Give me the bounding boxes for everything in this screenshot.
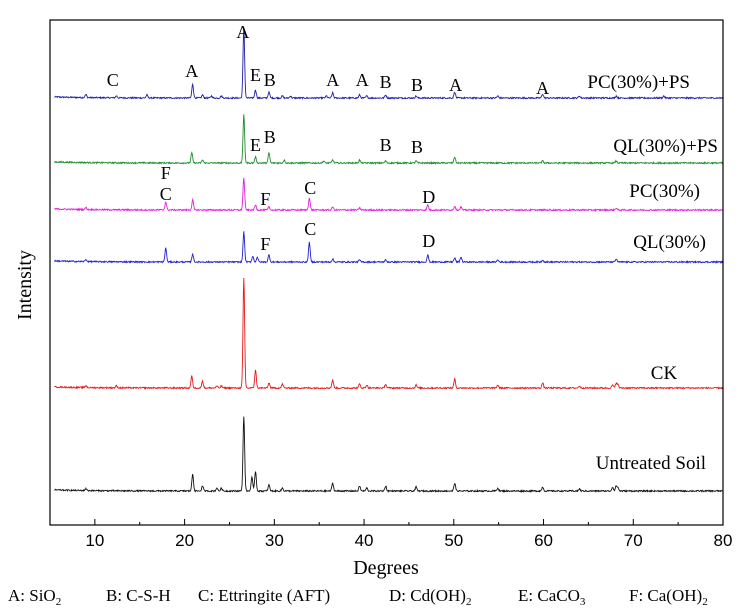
peak-label: A [185,61,198,81]
series-name: Untreated Soil [596,453,706,474]
plot-frame [49,19,724,526]
phase-code: E: CaCO [518,586,580,605]
phase-code: F: Ca(OH) [629,586,703,605]
peak-label: A [536,78,549,98]
peak-label: B [411,75,423,95]
x-tick-label: 50 [444,531,463,550]
phase-legend-item: F: Ca(OH)2 [629,586,708,608]
y-axis-label: Intensity [14,250,36,320]
x-tick-label: 20 [175,531,194,550]
peak-label: C [304,219,316,239]
series-name: PC(30%) [629,181,700,202]
series-line [54,277,724,391]
series-name: QL(30%)+PS [613,136,718,157]
peak-label: D [422,231,435,251]
x-tick-label: 40 [355,531,374,550]
series-line [54,114,724,165]
phase-code: D: Cd(OH) [389,586,466,605]
phase-subscript: 2 [702,596,708,608]
phase-legend-item: D: Cd(OH)2 [389,586,471,608]
peak-label: A [449,75,462,95]
peak-label: A [326,70,339,90]
peak-label: F [161,163,171,183]
phase-subscript: 2 [55,596,62,608]
series-line [54,177,724,213]
phase-legend: A: SiO2 B: C-S-H C: Ettringite (AFT) D: Cd(… [0,586,737,612]
phase-code: B: C-S-H [106,586,171,605]
phase-legend-item: B: C-S-H [106,586,171,606]
peak-label: C [160,184,172,204]
x-axis-label: Degrees [353,557,419,579]
peak-label: D [422,187,435,207]
series-line [54,28,724,101]
x-tick-label: 70 [624,531,643,550]
x-tick-label: 10 [85,531,104,550]
peak-label: B [264,70,276,90]
phase-legend-item: A: SiO2 [8,586,61,608]
series-name: QL(30%) [633,232,706,253]
peak-label: B [264,127,276,147]
x-tick-label: 80 [714,531,733,550]
peak-label: F [260,234,270,254]
peak-label: A [356,70,369,90]
x-tick-label: 30 [265,531,284,550]
series-name: CK [651,363,678,384]
series-name: PC(30%)+PS [587,72,690,93]
x-tick-label: 60 [534,531,553,550]
peak-label: E [250,65,261,85]
phase-subscript: 3 [579,596,586,608]
peak-label: F [260,189,270,209]
peak-label: B [380,72,392,92]
peak-label: B [411,137,423,157]
series-line [54,231,724,265]
series-names: PC(30%)+PS QL(30%)+PS PC(30%) QL(30%) CK Untr… [587,72,718,474]
series-line [54,416,724,494]
peak-label: E [250,135,261,155]
peak-label: B [380,135,392,155]
peak-label: A [236,22,249,42]
peak-label: C [304,178,316,198]
plot-lines [54,28,724,494]
peak-label: C [107,70,119,90]
phase-code: A: SiO [8,586,56,605]
phase-code: C: Ettringite (AFT) [198,586,331,605]
phase-legend-item: C: Ettringite (AFT) [198,586,330,606]
phase-legend-item: E: CaCO3 [518,586,585,608]
x-axis: 10 20 30 40 50 60 70 80 [49,519,733,550]
phase-subscript: 2 [465,596,472,608]
